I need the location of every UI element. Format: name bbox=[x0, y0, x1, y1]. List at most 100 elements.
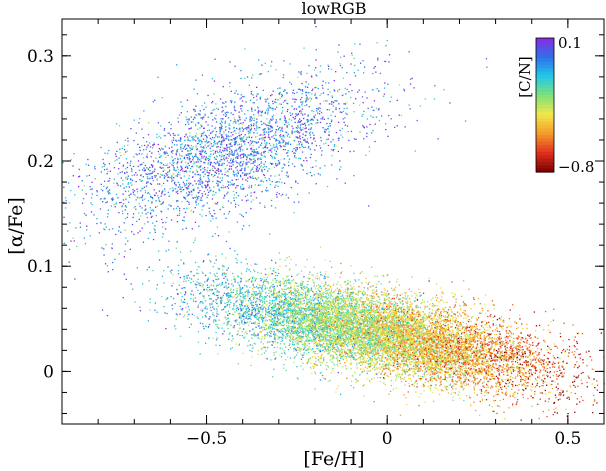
scatter-point bbox=[308, 301, 310, 303]
scatter-point bbox=[213, 137, 216, 139]
scatter-point bbox=[415, 305, 417, 307]
scatter-point bbox=[262, 319, 265, 321]
scatter-point bbox=[363, 349, 365, 351]
scatter-point bbox=[253, 308, 255, 310]
scatter-point bbox=[288, 164, 290, 167]
scatter-point bbox=[489, 348, 491, 351]
scatter-point bbox=[446, 350, 448, 352]
scatter-point bbox=[379, 368, 381, 370]
scatter-point bbox=[264, 142, 266, 144]
scatter-point bbox=[474, 378, 476, 380]
scatter-point bbox=[252, 199, 254, 201]
scatter-point bbox=[508, 358, 510, 360]
scatter-point bbox=[365, 341, 367, 343]
scatter-point bbox=[442, 337, 444, 340]
scatter-point bbox=[253, 150, 256, 153]
scatter-point bbox=[315, 330, 317, 332]
scatter-point bbox=[427, 335, 429, 337]
scatter-point bbox=[410, 290, 412, 293]
scatter-point bbox=[355, 378, 357, 380]
scatter-point bbox=[388, 348, 390, 350]
scatter-point bbox=[445, 319, 447, 322]
scatter-point bbox=[240, 143, 243, 145]
scatter-point bbox=[457, 394, 459, 396]
scatter-point bbox=[489, 364, 492, 367]
scatter-point bbox=[386, 304, 388, 306]
scatter-point bbox=[393, 329, 395, 331]
scatter-point bbox=[115, 202, 118, 204]
scatter-point bbox=[151, 170, 154, 173]
scatter-point bbox=[428, 361, 430, 363]
scatter-point bbox=[199, 113, 201, 116]
scatter-point bbox=[278, 296, 280, 299]
scatter-point bbox=[370, 322, 373, 324]
scatter-point bbox=[332, 321, 334, 324]
scatter-point bbox=[401, 378, 403, 380]
scatter-point bbox=[447, 311, 449, 313]
scatter-point bbox=[456, 350, 458, 352]
scatter-point bbox=[398, 311, 400, 313]
scatter-point bbox=[279, 336, 281, 339]
scatter-point bbox=[125, 278, 127, 280]
scatter-point bbox=[85, 163, 87, 165]
scatter-point bbox=[239, 137, 241, 139]
scatter-point bbox=[149, 309, 151, 311]
scatter-point bbox=[469, 331, 471, 333]
scatter-point bbox=[275, 145, 278, 147]
scatter-point bbox=[418, 350, 420, 352]
scatter-point bbox=[404, 373, 406, 375]
scatter-point bbox=[427, 345, 429, 347]
scatter-point bbox=[207, 167, 209, 169]
scatter-point bbox=[371, 360, 373, 362]
scatter-point bbox=[428, 358, 431, 360]
scatter-point bbox=[414, 358, 416, 360]
scatter-point bbox=[427, 329, 429, 331]
scatter-point bbox=[588, 377, 590, 379]
scatter-point bbox=[140, 196, 142, 199]
scatter-point bbox=[159, 153, 161, 155]
scatter-point bbox=[362, 301, 364, 303]
scatter-point bbox=[308, 106, 310, 108]
scatter-point bbox=[458, 359, 460, 361]
scatter-point bbox=[191, 147, 193, 149]
scatter-point bbox=[566, 397, 568, 399]
scatter-point bbox=[381, 328, 384, 330]
scatter-point bbox=[293, 139, 295, 142]
scatter-point bbox=[520, 380, 522, 383]
scatter-point bbox=[241, 335, 244, 337]
scatter-point bbox=[172, 274, 174, 276]
scatter-point bbox=[236, 253, 239, 256]
scatter-point bbox=[307, 361, 309, 363]
scatter-point bbox=[519, 344, 521, 347]
scatter-point bbox=[400, 344, 402, 346]
scatter-point bbox=[276, 296, 278, 298]
scatter-point bbox=[225, 294, 227, 296]
scatter-point bbox=[385, 323, 387, 325]
scatter-point bbox=[244, 322, 246, 325]
scatter-point bbox=[233, 295, 235, 297]
scatter-point bbox=[378, 323, 380, 326]
scatter-point bbox=[240, 278, 242, 280]
scatter-point bbox=[288, 297, 291, 299]
scatter-point bbox=[231, 149, 233, 151]
scatter-point bbox=[188, 208, 190, 210]
scatter-point bbox=[219, 130, 221, 133]
scatter-point bbox=[432, 322, 434, 324]
scatter-point bbox=[315, 363, 317, 365]
scatter-point bbox=[233, 105, 236, 107]
scatter-point bbox=[277, 329, 279, 331]
scatter-point bbox=[138, 202, 140, 205]
scatter-point bbox=[304, 86, 307, 88]
scatter-point bbox=[182, 189, 184, 191]
scatter-point bbox=[314, 304, 317, 306]
scatter-point bbox=[177, 186, 180, 188]
scatter-point bbox=[464, 120, 467, 122]
scatter-point bbox=[229, 247, 231, 250]
scatter-point bbox=[229, 313, 231, 315]
scatter-point bbox=[403, 341, 406, 343]
scatter-point bbox=[516, 385, 519, 387]
scatter-point bbox=[290, 285, 292, 287]
scatter-point bbox=[442, 327, 444, 329]
scatter-point bbox=[450, 361, 452, 363]
scatter-point bbox=[368, 303, 371, 305]
